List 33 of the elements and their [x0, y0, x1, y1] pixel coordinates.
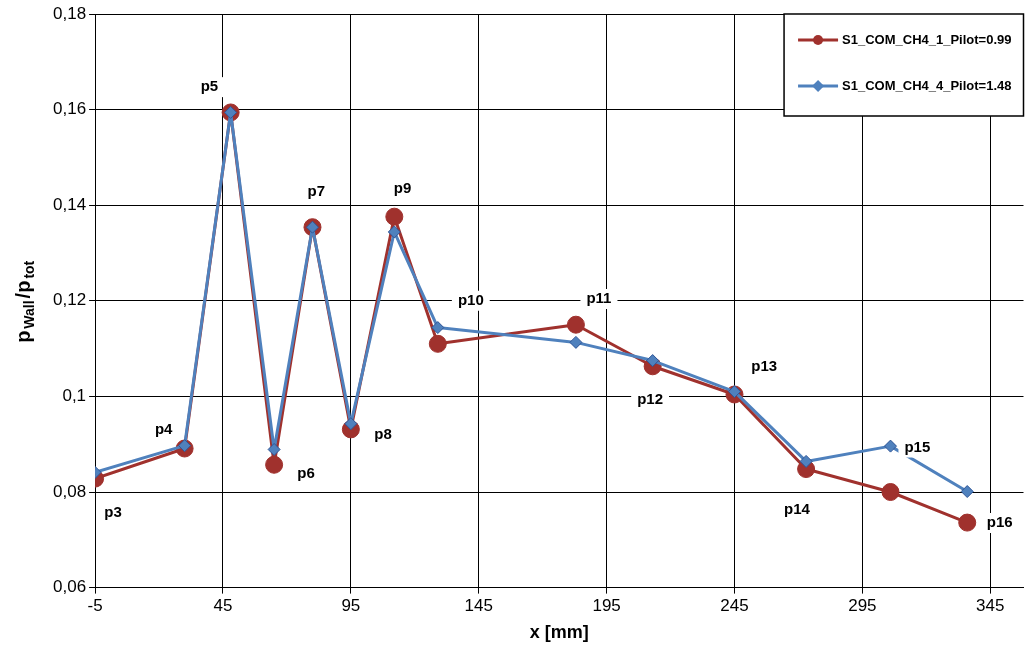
annotation: p3 — [104, 503, 122, 521]
x-tick-label: -5 — [87, 596, 103, 616]
legend-label: S1_COM_CH4_4_Pilot=1.48 — [842, 77, 1012, 93]
annotation: p4 — [154, 419, 174, 437]
annotation: p15 — [904, 437, 931, 455]
y-tick-label: 0,1 — [62, 386, 87, 406]
annotation: p5 — [200, 77, 219, 95]
y-tick-label: 0,16 — [52, 99, 87, 119]
y-tick-label: 0,08 — [52, 481, 87, 501]
x-tick-label: 45 — [213, 596, 233, 616]
y-tick-label: 0,12 — [52, 290, 87, 310]
annotation: p9 — [393, 179, 412, 197]
annotation: p12 — [637, 389, 664, 407]
legend-label: S1_COM_CH4_1_Pilot=0.99 — [842, 31, 1012, 47]
x-tick-label: 245 — [720, 596, 749, 616]
x-tick-label: 145 — [464, 596, 493, 616]
annotation: p8 — [374, 424, 392, 442]
annotation: p16 — [986, 513, 1013, 531]
x-axis-title: x [mm] — [529, 621, 589, 642]
x-tick-label: 95 — [341, 596, 361, 616]
annotation: p14 — [783, 500, 811, 518]
x-tick-label: 345 — [976, 596, 1005, 616]
y-axis-title: pWall/ptot — [11, 260, 37, 343]
y-tick-label: 0,18 — [52, 3, 87, 23]
x-tick-label: 195 — [592, 596, 621, 616]
annotation: p10 — [457, 290, 484, 308]
annotation: p6 — [297, 464, 315, 482]
x-tick-label: 295 — [848, 596, 877, 616]
annotation: p13 — [751, 356, 778, 374]
y-tick-label: 0,06 — [52, 577, 87, 597]
annotation: p11 — [586, 289, 612, 307]
y-tick-label: 0,14 — [52, 194, 87, 214]
annotation: p7 — [307, 181, 326, 199]
